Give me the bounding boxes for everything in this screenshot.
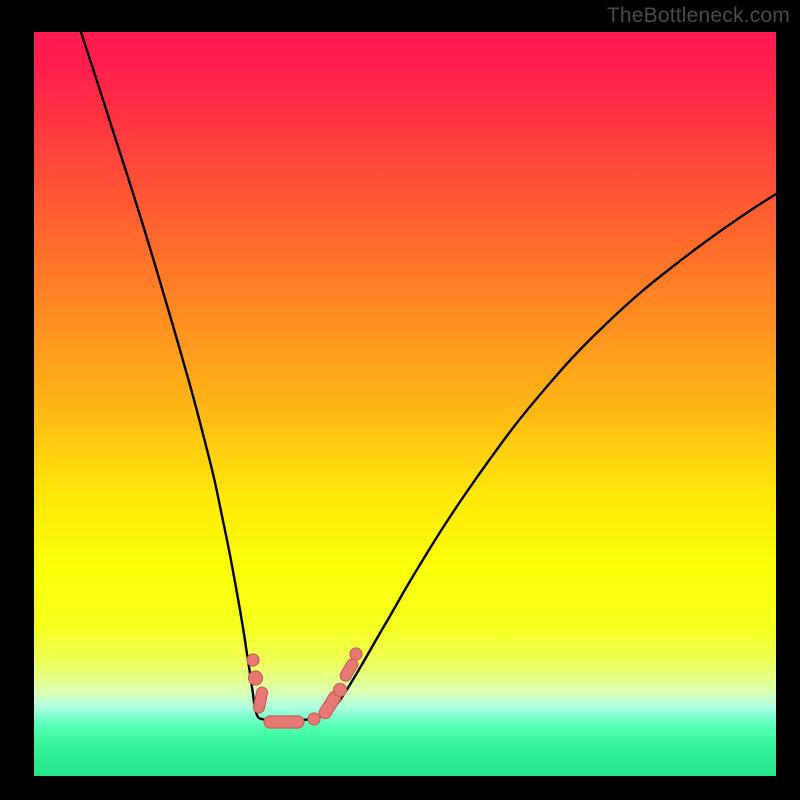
marker-6: [334, 684, 347, 697]
marker-0: [247, 654, 259, 666]
marker-1: [249, 671, 263, 685]
marker-3: [264, 716, 304, 728]
marker-8: [350, 648, 362, 660]
chart-stage: TheBottleneck.com: [0, 0, 800, 800]
watermark-label: TheBottleneck.com: [607, 4, 790, 28]
bottleneck-curve-chart: [0, 0, 800, 800]
marker-4: [308, 713, 320, 725]
plot-gradient-background: [34, 32, 776, 776]
